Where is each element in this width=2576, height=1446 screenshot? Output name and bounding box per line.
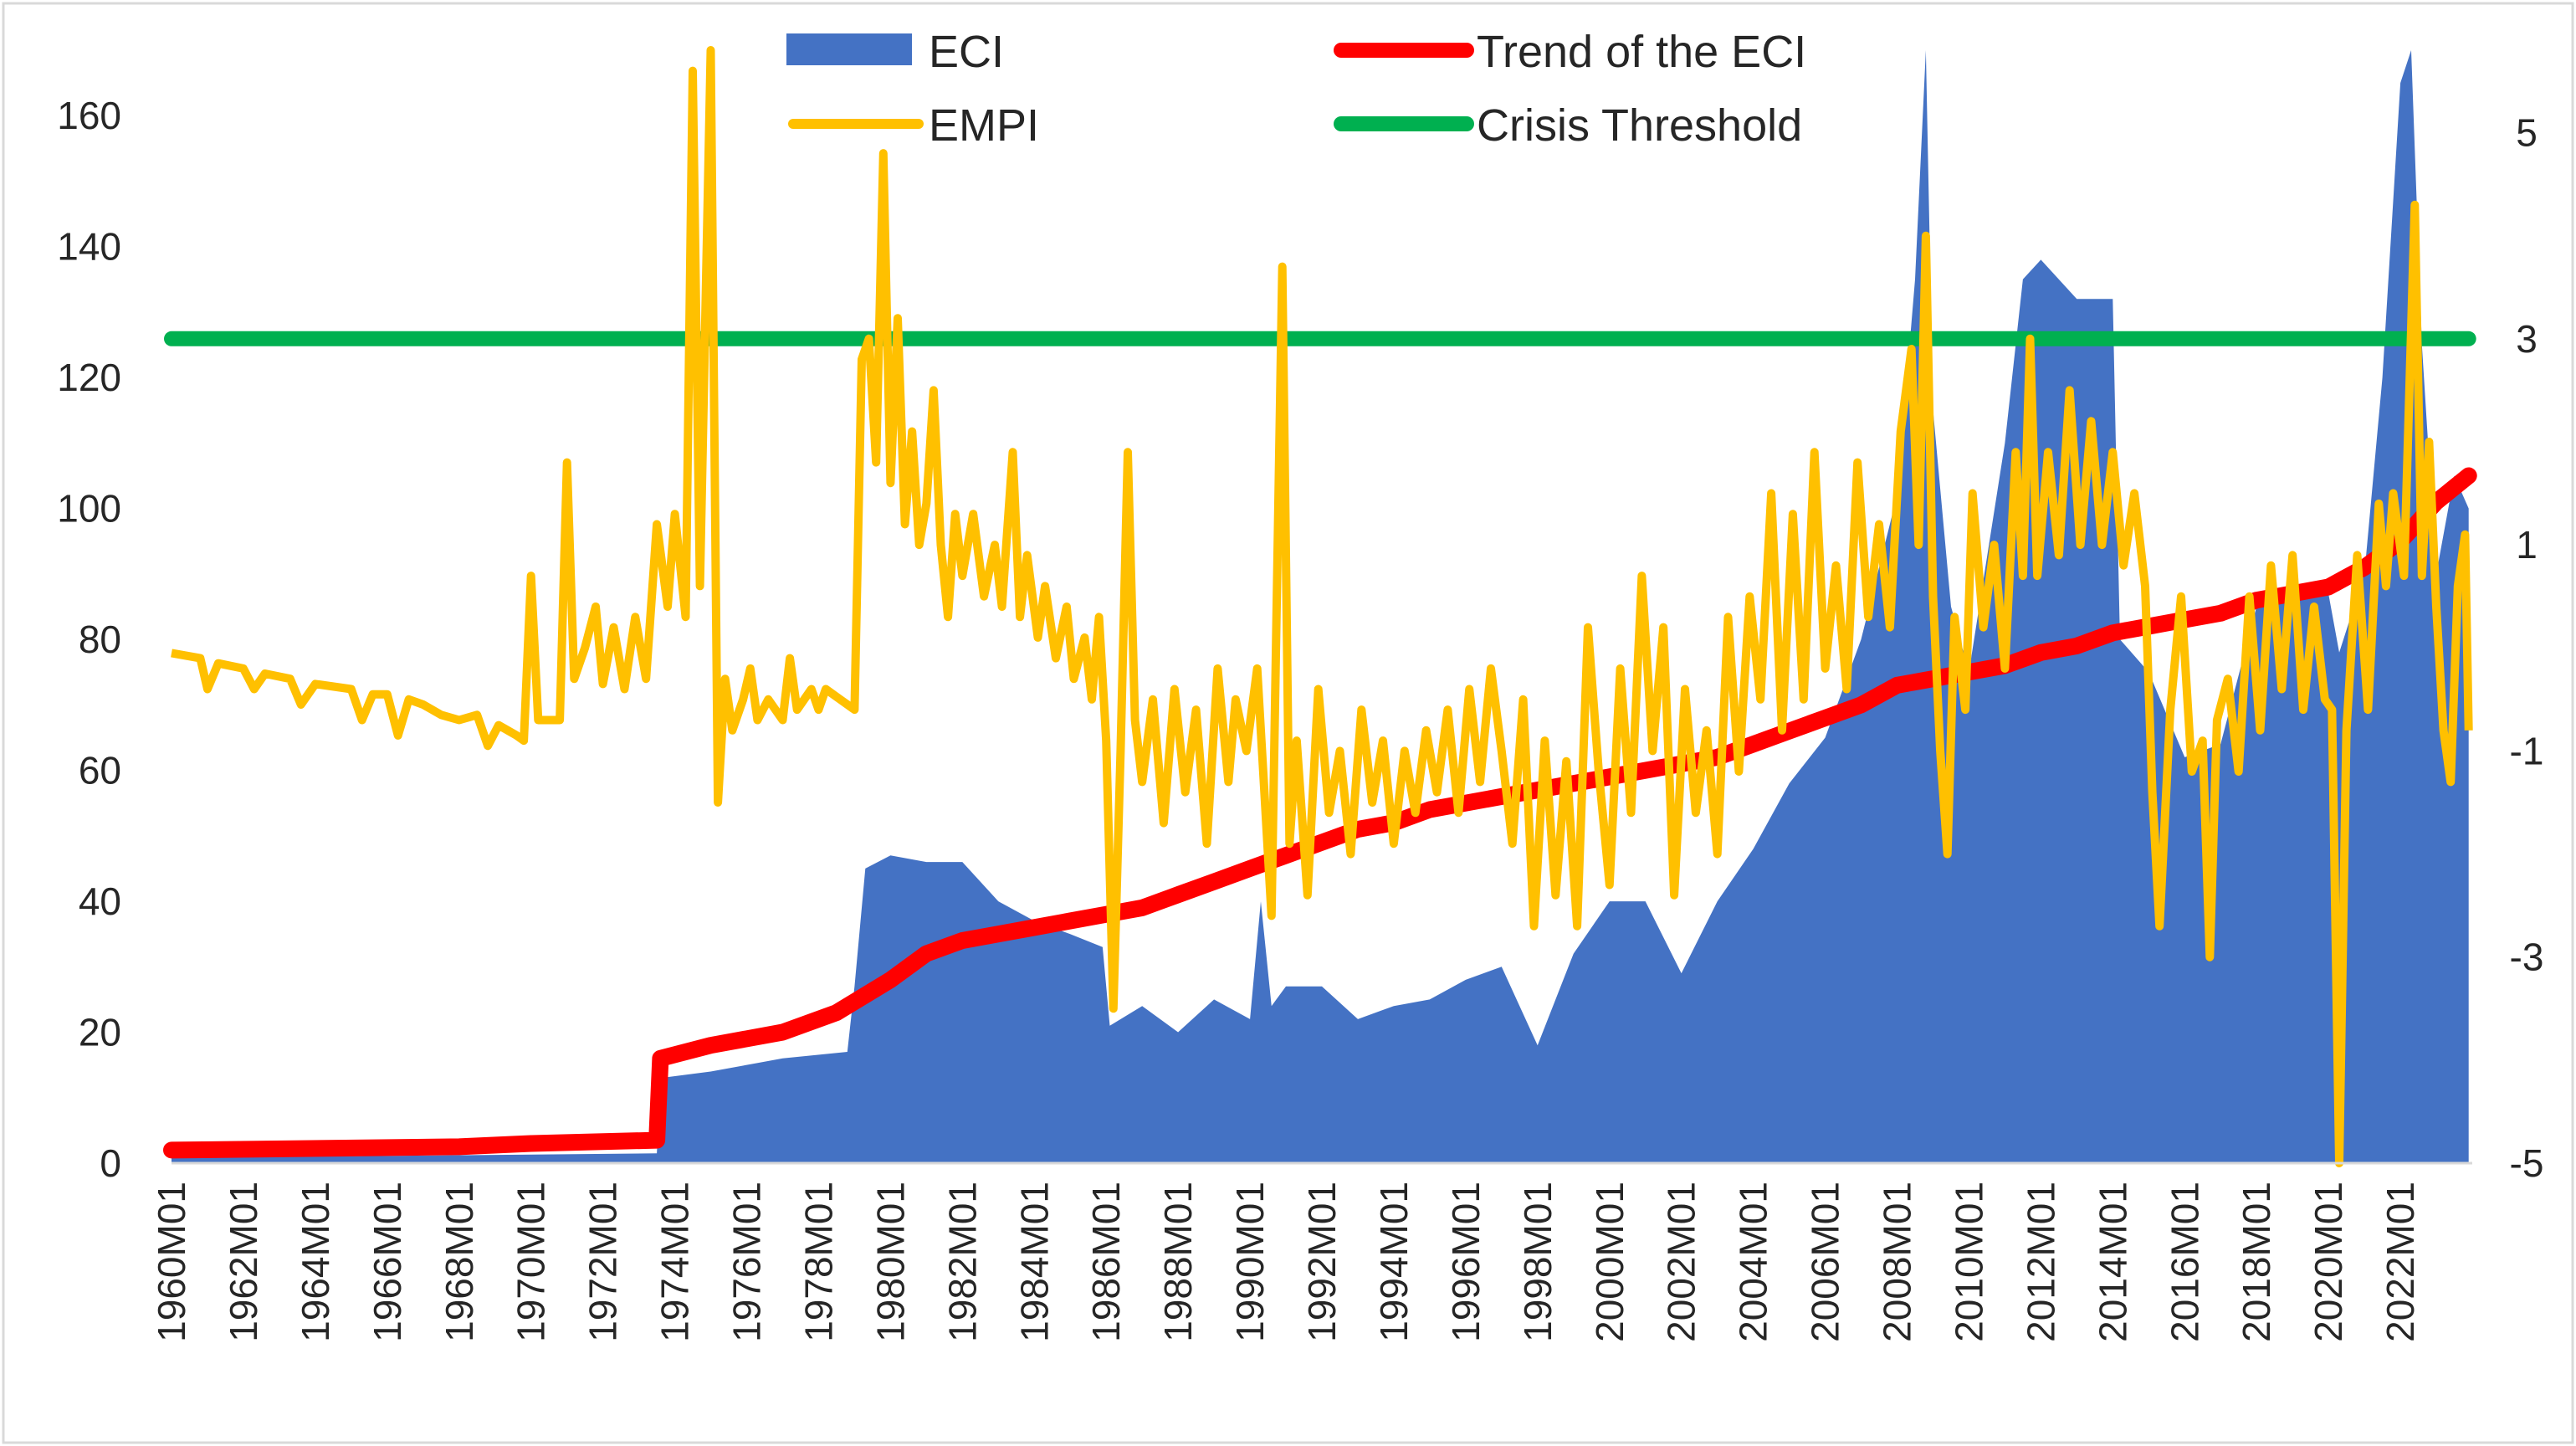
eci-trend-line — [163, 467, 2477, 1159]
x-axis-tick-label: 2008M01 — [1876, 1182, 1919, 1342]
x-axis-tick-label: 2022M01 — [2379, 1182, 2422, 1342]
left-axis-tick-label: 40 — [79, 879, 121, 923]
x-axis-tick-label: 1992M01 — [1300, 1182, 1344, 1342]
x-axis-tick-label: 2000M01 — [1588, 1182, 1631, 1342]
left-axis-tick-label: 80 — [79, 618, 121, 661]
x-axis-tick-label: 1968M01 — [438, 1182, 481, 1342]
x-axis-tick-label: 1988M01 — [1156, 1182, 1200, 1342]
x-axis-tick-label: 1960M01 — [150, 1182, 193, 1342]
legend-swatch-eci — [786, 33, 912, 65]
x-axis-tick-label: 1964M01 — [294, 1182, 337, 1342]
left-axis-tick-label: 60 — [79, 749, 121, 792]
plot-area — [163, 46, 2477, 1167]
x-axis-tick-label: 1998M01 — [1516, 1182, 1559, 1342]
x-axis-tick-label: 2020M01 — [2307, 1182, 2350, 1342]
left-axis-tick-label: 140 — [57, 225, 121, 269]
x-axis-tick-label: 1990M01 — [1228, 1182, 1272, 1342]
x-axis-tick-label: 2006M01 — [1804, 1182, 1847, 1342]
x-axis-tick-label: 1970M01 — [510, 1182, 553, 1342]
right-axis-tick-label: 1 — [2516, 523, 2538, 567]
legend-label-eci: ECI — [929, 27, 1004, 77]
left-axis-tick-label: 0 — [100, 1141, 121, 1185]
x-axis-tick-label: 2004M01 — [1732, 1182, 1775, 1342]
x-axis-tick-label: 1978M01 — [796, 1182, 840, 1342]
x-axis-tick-label: 1976M01 — [725, 1182, 769, 1342]
x-axis-tick-label: 2016M01 — [2163, 1182, 2206, 1342]
x-axis-tick-label: 2002M01 — [1660, 1182, 1703, 1342]
right-axis-tick-label: -1 — [2510, 729, 2544, 772]
x-axis-tick-label: 2014M01 — [2091, 1182, 2134, 1342]
x-axis-tick-label: 1986M01 — [1084, 1182, 1128, 1342]
left-axis-tick-label: 120 — [57, 356, 121, 399]
right-axis-tick-label: 5 — [2516, 111, 2538, 155]
legend-label-crisis-threshold: Crisis Threshold — [1477, 100, 1802, 151]
left-axis-tick-label: 100 — [57, 487, 121, 531]
legend: ECI Trend of the ECI EMPI Crisis Threshold — [786, 27, 1806, 151]
left-axis-tick-label: 160 — [57, 94, 121, 137]
x-axis-tick-label: 1966M01 — [366, 1182, 409, 1342]
x-axis-tick-label: 2010M01 — [1947, 1182, 1990, 1342]
x-axis-tick-label: 1974M01 — [653, 1182, 697, 1342]
x-axis-tick-label: 1962M01 — [222, 1182, 265, 1342]
x-axis-tick-label: 1996M01 — [1444, 1182, 1488, 1342]
x-axis-tick-label: 1984M01 — [1012, 1182, 1056, 1342]
legend-label-empi: EMPI — [929, 100, 1039, 151]
empi-line — [171, 46, 2473, 1167]
x-axis-tick-label: 1980M01 — [868, 1182, 912, 1342]
right-axis-tick-label: 3 — [2516, 317, 2538, 361]
x-axis-tick-label: 1994M01 — [1372, 1182, 1416, 1342]
x-axis-tick-label: 1972M01 — [581, 1182, 625, 1342]
x-axis-tick-label: 2018M01 — [2235, 1182, 2278, 1342]
axes: 0 20 40 60 80 100 120 140 160 -5 -3 -1 1 3 5 1960M01 196… — [57, 94, 2543, 1342]
x-axis-tick-label: 2012M01 — [2019, 1182, 2062, 1342]
right-axis-tick-label: -5 — [2510, 1141, 2544, 1185]
left-axis-tick-label: 20 — [79, 1011, 121, 1054]
eci-area — [172, 50, 2469, 1163]
right-axis-tick-label: -3 — [2510, 936, 2544, 979]
x-axis-tick-label: 1982M01 — [940, 1182, 984, 1342]
legend-label-trend-of-the-eci: Trend of the ECI — [1477, 27, 1806, 77]
